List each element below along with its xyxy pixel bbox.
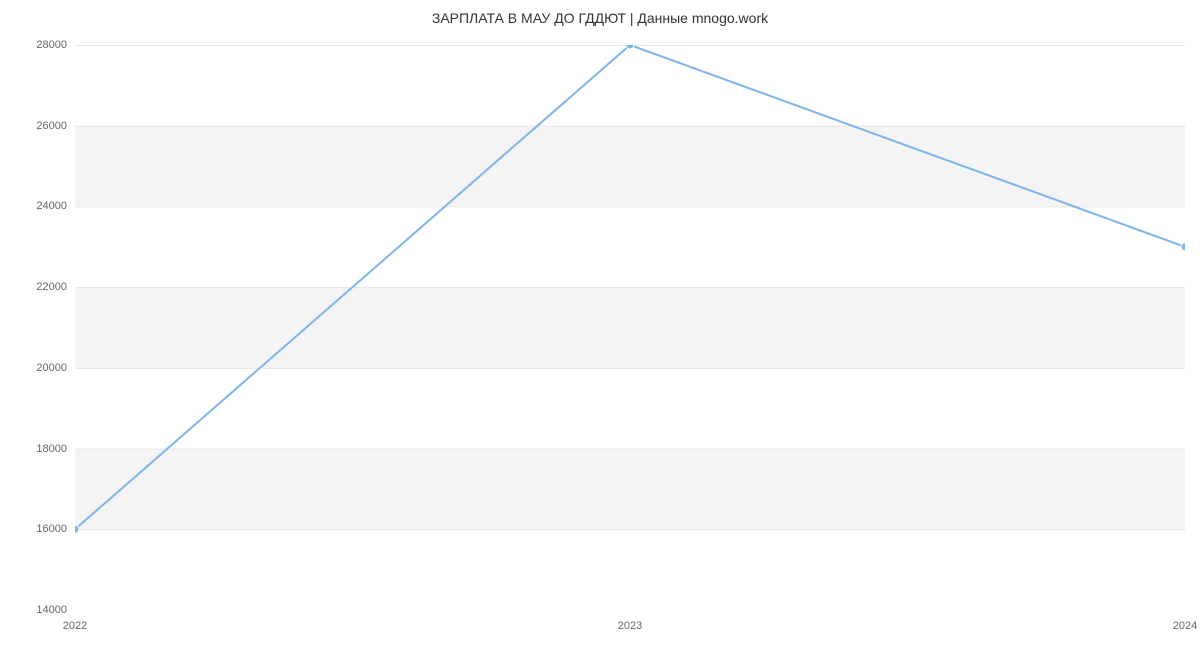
y-tick-label: 22000 [0, 281, 67, 293]
y-tick-label: 16000 [0, 523, 67, 535]
y-tick-label: 14000 [0, 604, 67, 616]
y-tick-label: 20000 [0, 362, 67, 374]
x-tick-label: 2024 [1173, 620, 1197, 632]
plot-band [75, 449, 1185, 530]
plot-band [75, 126, 1185, 207]
plot-band [75, 287, 1185, 368]
x-tick-label: 2022 [63, 620, 87, 632]
line-chart: ЗАРПЛАТА В МАУ ДО ГДДЮТ | Данные mnogo.w… [0, 0, 1200, 650]
chart-svg [75, 45, 1185, 610]
y-tick-label: 28000 [0, 39, 67, 51]
data-point[interactable] [1181, 243, 1185, 251]
chart-title: ЗАРПЛАТА В МАУ ДО ГДДЮТ | Данные mnogo.w… [0, 10, 1200, 26]
y-tick-label: 26000 [0, 120, 67, 132]
x-tick-label: 2023 [618, 620, 642, 632]
data-point[interactable] [75, 525, 79, 533]
y-tick-label: 24000 [0, 200, 67, 212]
plot-area [75, 45, 1185, 610]
y-tick-label: 18000 [0, 443, 67, 455]
data-point[interactable] [626, 45, 634, 49]
